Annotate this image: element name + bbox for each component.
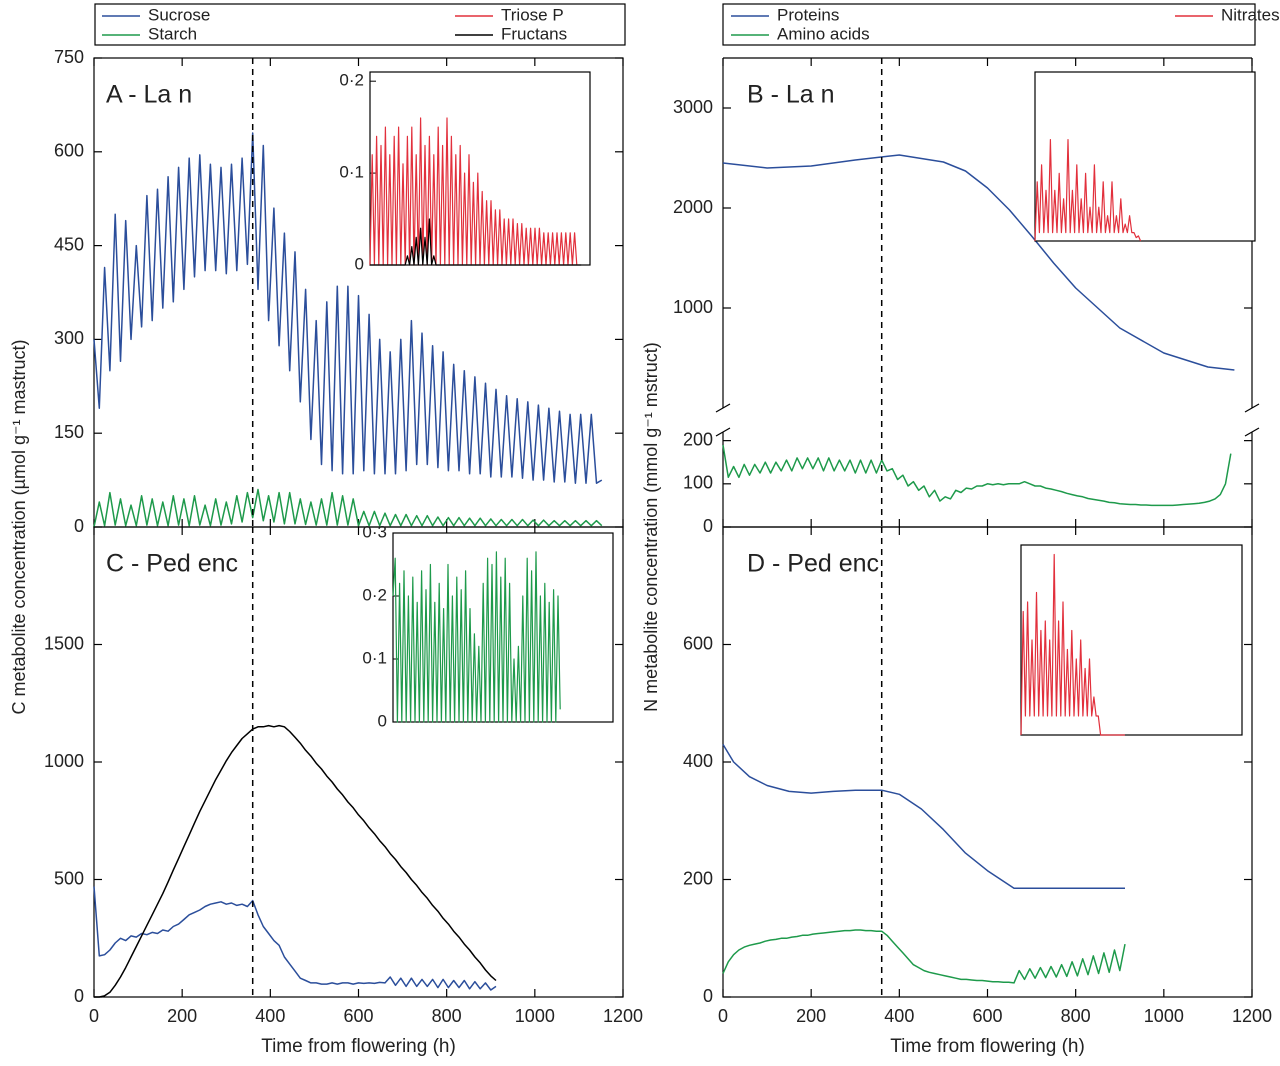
panel-title: C - Ped enc: [106, 550, 238, 578]
x-axis-label: Time from flowering (h): [890, 1036, 1085, 1057]
x-tick-label: 600: [972, 1006, 1002, 1026]
inset-line: [1020, 553, 1125, 736]
y-tick-label: 300: [54, 328, 84, 348]
series-line: [722, 744, 1125, 890]
legend-label: Nitrates: [1221, 5, 1280, 24]
inset-frame: [1020, 544, 1243, 736]
legend-label: Starch: [148, 24, 197, 43]
legend-label: Amino acids: [777, 24, 870, 43]
axis-break: [1244, 403, 1260, 413]
y-tick-label: 600: [683, 633, 713, 653]
inset-y-tick-label: 0·2: [339, 71, 364, 90]
y-tick-label: 100: [683, 473, 713, 493]
y-tick-label: 450: [54, 234, 84, 254]
y-tick-label: 0: [703, 516, 713, 536]
y-tick-label: 750: [54, 47, 84, 67]
series-line: [722, 929, 1126, 984]
inset-y-tick-label: 0·1: [339, 163, 364, 182]
axis-break: [715, 403, 731, 413]
axis-break: [715, 427, 731, 437]
x-tick-label: 0: [89, 1006, 99, 1026]
y-tick-label: 150: [54, 422, 84, 442]
x-tick-label: 1000: [1144, 1006, 1184, 1026]
series-line: [94, 724, 497, 998]
series-line: [722, 444, 1232, 507]
inset-y-tick-label: 0·3: [362, 522, 387, 541]
inset-line: [1034, 139, 1142, 242]
y-tick-label: 0: [703, 986, 713, 1006]
inset-y-tick-label: 0: [355, 254, 364, 273]
panel-title: D - Ped enc: [747, 550, 879, 578]
x-tick-label: 800: [1061, 1006, 1091, 1026]
inset-y-tick-label: 0·2: [362, 585, 387, 604]
y-tick-label: 400: [683, 751, 713, 771]
inset-line: [370, 218, 582, 266]
y-tick-label: 3000: [673, 97, 713, 117]
legend-box: [94, 3, 626, 46]
y-axis-label: C metabolite concentration (µmol g⁻¹ mas…: [9, 339, 29, 714]
y-tick-label: 2000: [673, 197, 713, 217]
x-tick-label: 200: [167, 1006, 197, 1026]
x-tick-label: 0: [718, 1006, 728, 1026]
x-tick-label: 1200: [1232, 1006, 1272, 1026]
x-tick-label: 800: [432, 1006, 462, 1026]
y-tick-label: 600: [54, 141, 84, 161]
axis-break: [1244, 427, 1260, 437]
legend-label: Sucrose: [148, 5, 210, 24]
panel-title: B - La n: [747, 81, 835, 109]
y-tick-label: 0: [74, 516, 84, 536]
legend-box: [722, 3, 1256, 46]
x-tick-label: 400: [255, 1006, 285, 1026]
y-tick-label: 200: [683, 868, 713, 888]
legend-label: Triose P: [501, 5, 564, 24]
x-tick-label: 1000: [515, 1006, 555, 1026]
inset-y-tick-label: 0: [378, 711, 387, 730]
y-tick-label: 1500: [44, 633, 84, 653]
series-line: [93, 132, 603, 484]
y-tick-label: 1000: [44, 751, 84, 771]
x-tick-label: 600: [343, 1006, 373, 1026]
series-line: [722, 154, 1235, 371]
y-axis-label: N metabolite concentration (mmol g⁻¹ mst…: [641, 342, 661, 712]
x-axis-label: Time from flowering (h): [261, 1036, 456, 1057]
inset-line: [392, 551, 561, 723]
x-tick-label: 400: [884, 1006, 914, 1026]
inset-y-tick-label: 0·1: [362, 648, 387, 667]
legend-label: Proteins: [777, 5, 839, 24]
series-line: [93, 488, 603, 528]
y-tick-label: 500: [54, 868, 84, 888]
y-tick-label: 200: [683, 429, 713, 449]
x-tick-label: 200: [796, 1006, 826, 1026]
panel-title: A - La n: [106, 81, 192, 109]
legend-label: Fructans: [501, 24, 567, 43]
inset-line: [369, 117, 578, 266]
series-line: [93, 886, 497, 991]
x-tick-label: 1200: [603, 1006, 643, 1026]
y-tick-label: 1000: [673, 297, 713, 317]
y-tick-label: 0: [74, 986, 84, 1006]
